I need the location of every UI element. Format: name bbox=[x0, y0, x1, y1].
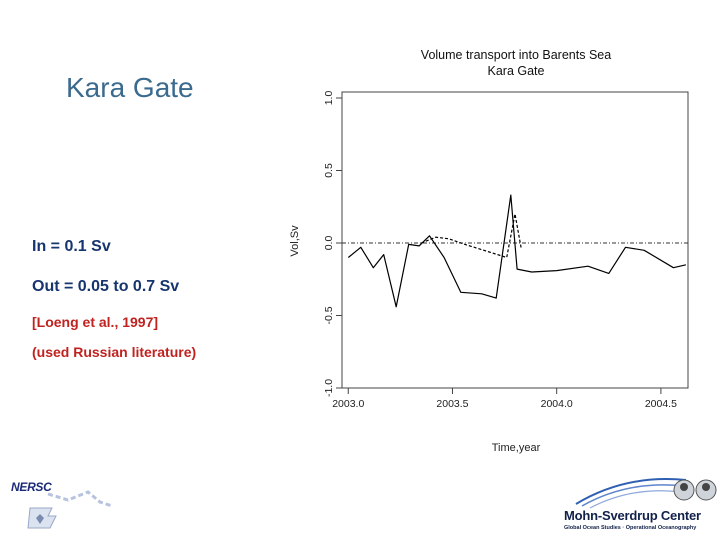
mohn-sverdrup-name: Mohn-Sverdrup Center bbox=[564, 508, 701, 523]
bullet-inflow: In = 0.1 Sv bbox=[32, 238, 111, 256]
series-layer bbox=[347, 194, 687, 308]
bullet-inflow-value: 0.1 Sv bbox=[64, 238, 111, 255]
bullet-outflow-value: 0.05 to 0.7 Sv bbox=[77, 278, 180, 295]
chart-subtitle: Kara Gate bbox=[488, 64, 545, 78]
x-tick-label: 2003.0 bbox=[332, 398, 364, 410]
plot-frame bbox=[341, 91, 689, 389]
bullet-outflow-label: Out = bbox=[32, 278, 78, 295]
chart-title: Volume transport into Barents Sea bbox=[421, 48, 611, 62]
x-axis-label: Time,year bbox=[492, 442, 541, 454]
y-tick-label: -1.0 bbox=[323, 379, 335, 397]
series-line-dashed bbox=[420, 213, 522, 259]
transport-line-chart: Volume transport into Barents Sea Kara G… bbox=[289, 48, 689, 454]
mohn-sverdrup-emblem bbox=[575, 478, 717, 509]
bullet-inflow-label: In = bbox=[32, 238, 65, 255]
bullet-citation: [Loeng et al., 1997] bbox=[32, 314, 159, 330]
mohn-sverdrup-subtitle: Global Ocean Studies · Operational Ocean… bbox=[564, 525, 697, 531]
y-axis: -1.0 -0.5 0.0 0.5 1.0 bbox=[323, 91, 342, 397]
x-tick-label: 2004.0 bbox=[541, 398, 573, 410]
bullet-outflow: Out = 0.05 to 0.7 Sv bbox=[32, 278, 179, 296]
series-line-solid bbox=[347, 194, 687, 308]
x-axis: 2003.0 2003.5 2004.0 2004.5 bbox=[332, 388, 677, 410]
nersc-wordmark: NERSC bbox=[11, 480, 52, 494]
mohn-sverdrup-logo: Mohn-Sverdrup Center Global Ocean Studie… bbox=[556, 470, 718, 538]
x-tick-label: 2004.5 bbox=[645, 398, 677, 410]
bullet-source-note: (used Russian literature) bbox=[32, 344, 197, 360]
y-tick-label: -0.5 bbox=[323, 306, 335, 324]
nersc-logo: NERSC bbox=[8, 472, 118, 534]
x-tick-label: 2003.5 bbox=[436, 398, 468, 410]
slide-title: Kara Gate bbox=[66, 72, 194, 103]
y-tick-label: 0.5 bbox=[323, 163, 335, 178]
nersc-emblem bbox=[27, 490, 113, 529]
y-tick-label: 0.0 bbox=[323, 236, 335, 251]
y-axis-label: Vol,Sv bbox=[289, 225, 301, 257]
y-tick-label: 1.0 bbox=[323, 91, 335, 106]
